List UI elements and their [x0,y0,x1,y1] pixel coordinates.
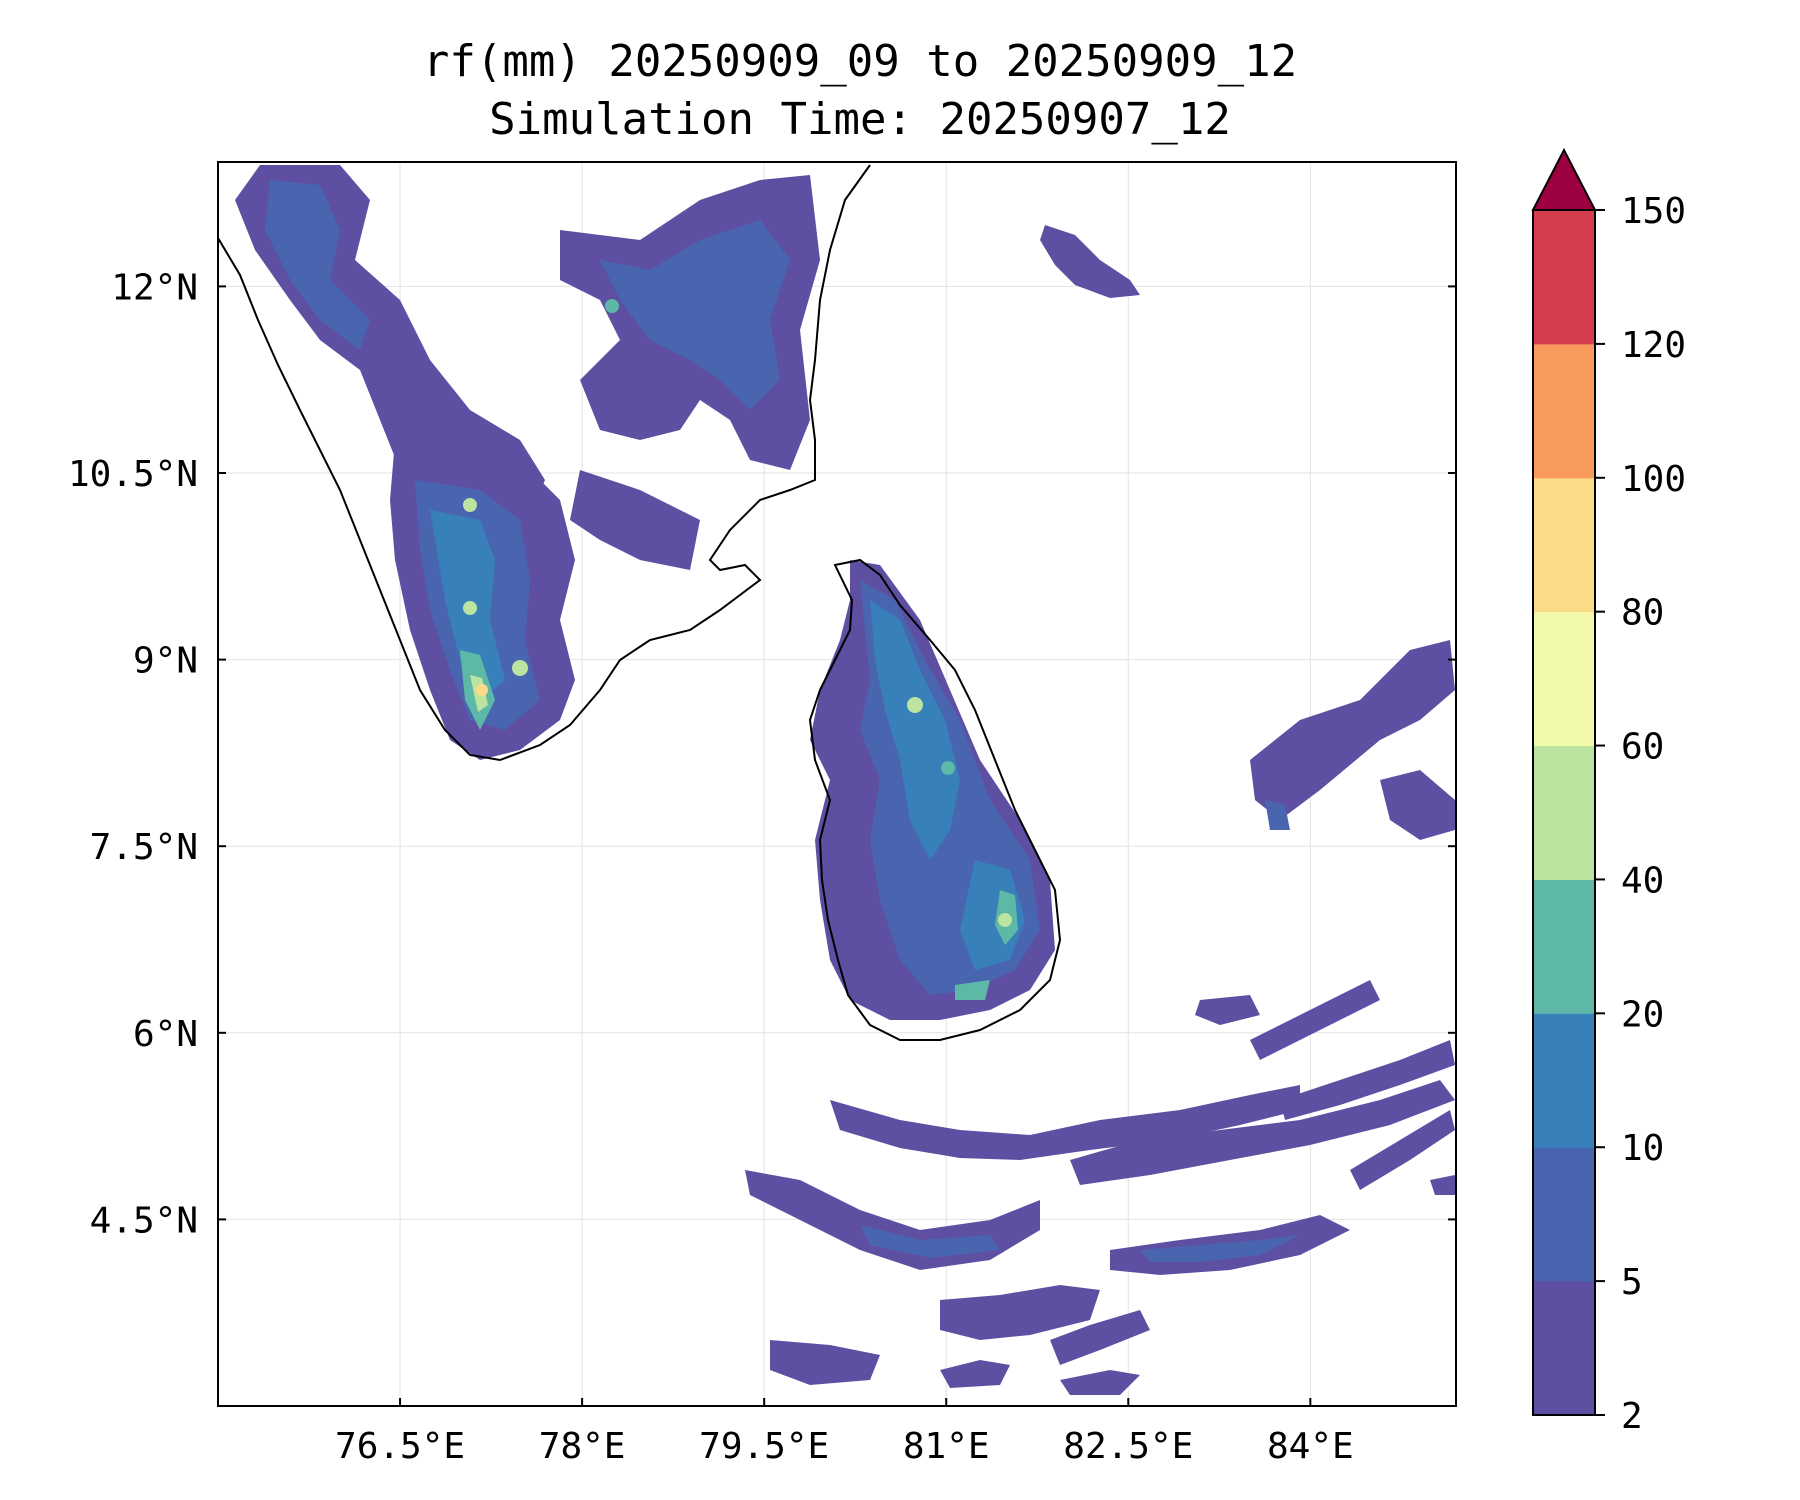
rain-band-14 [1430,1175,1455,1195]
rain-band-8 [1350,1110,1455,1190]
rain-peak-srilanka [998,913,1012,927]
colorbar-segment [1533,745,1595,880]
rain-band-12 [940,1360,1010,1388]
rain-band-13 [1060,1370,1140,1395]
y-tick-label: 10.5°N [68,454,198,495]
rain-area-srilanka-east [960,860,1025,970]
colorbar-tick-label: 2 [1621,1396,1643,1437]
colorbar-tick-label: 120 [1621,325,1686,366]
rain-band-7 [1280,1040,1455,1120]
rain-peak-srilanka-2 [907,697,923,713]
rain-area-tamil-south [570,470,700,570]
rain-band-10 [1050,1310,1150,1365]
map-frame [217,161,1457,1407]
x-tick-label: 76.5°E [335,1426,465,1467]
colorbar-segment [1533,477,1595,613]
rain-band-2 [830,1085,1300,1160]
rain-peak-kerala-3 [512,660,528,676]
coastline-srilanka [808,558,1062,1041]
rainfall-contours [235,165,1455,1395]
y-tick-label: 9°N [133,641,198,682]
colorbar-extend-arrow [1531,147,1597,211]
coastline-india [218,164,871,762]
x-tick-label: 84°E [1267,1426,1354,1467]
rain-band-1-core [860,1225,1000,1258]
rain-band-11 [1195,995,1260,1025]
rain-area-srilanka-south [955,980,990,1000]
colorbar-tick-label: 60 [1621,727,1664,768]
colorbar-segment [1533,879,1595,1014]
colorbar-segment [1533,343,1595,479]
rain-area-tamil-nadu-mid [600,220,790,410]
colorbar-frame [1532,209,1596,1416]
colorbar-tick-label: 10 [1621,1128,1664,1169]
map-title: rf(mm) 20250909_09 to 20250909_12 [422,36,1298,87]
rain-band-9 [770,1340,880,1385]
colorbar-tick-label: 40 [1621,860,1664,901]
x-tick-label: 82.5°E [1063,1426,1193,1467]
colorbar [1531,147,1597,1416]
x-tick-label: 79.5°E [699,1426,829,1467]
rain-band-5 [940,1285,1100,1340]
rain-band-1 [745,1170,1040,1270]
colorbar-ticks: 2 5 10 20 40 60 80 100 120 150 [1595,191,1686,1437]
map-subtitle: Simulation Time: 20250907_12 [489,94,1231,145]
coastline [218,164,1062,1041]
y-tick-label: 12°N [111,267,198,308]
rain-peak-kerala [476,684,488,696]
rain-band-3 [1070,1080,1455,1185]
colorbar-segment [1533,1147,1595,1282]
colorbar-tick-label: 100 [1621,459,1686,500]
rain-peak-kerala-2 [463,498,477,512]
rain-area-east-bands [1250,640,1455,820]
rain-peak-kerala-4 [463,601,477,615]
y-tick-label: 6°N [133,1014,198,1055]
colorbar-tick-label: 20 [1621,994,1664,1035]
y-tick-label: 7.5°N [90,827,198,868]
x-tick-label: 81°E [903,1426,990,1467]
rain-peak-srilanka-3 [941,761,955,775]
colorbar-segment [1533,1013,1595,1148]
rain-peak-tamil-nadu [605,299,619,313]
latitude-ticks: 12°N 10.5°N 9°N 7.5°N 6°N 4.5°N [68,267,1456,1241]
x-tick-label: 78°E [539,1426,626,1467]
rain-band-6 [1250,980,1380,1060]
colorbar-tick-label: 80 [1621,593,1664,634]
rain-area-east-island [1040,225,1140,298]
colorbar-segment [1533,611,1595,747]
colorbar-segment [1533,1281,1595,1416]
rain-area-india-north-mid [265,180,370,350]
rain-area-east-bands-3 [1265,800,1290,830]
colorbar-segment [1533,210,1595,345]
longitude-ticks: 76.5°E 78°E 79.5°E 81°E 82.5°E 84°E [335,1398,1354,1467]
rain-band-4-core [1140,1235,1300,1262]
colorbar-tick-label: 150 [1621,191,1686,232]
colorbar-tick-label: 5 [1621,1262,1643,1303]
rain-area-east-bands-2 [1380,770,1455,840]
rain-area-srilanka-core [870,600,960,860]
y-tick-label: 4.5°N [90,1200,198,1241]
